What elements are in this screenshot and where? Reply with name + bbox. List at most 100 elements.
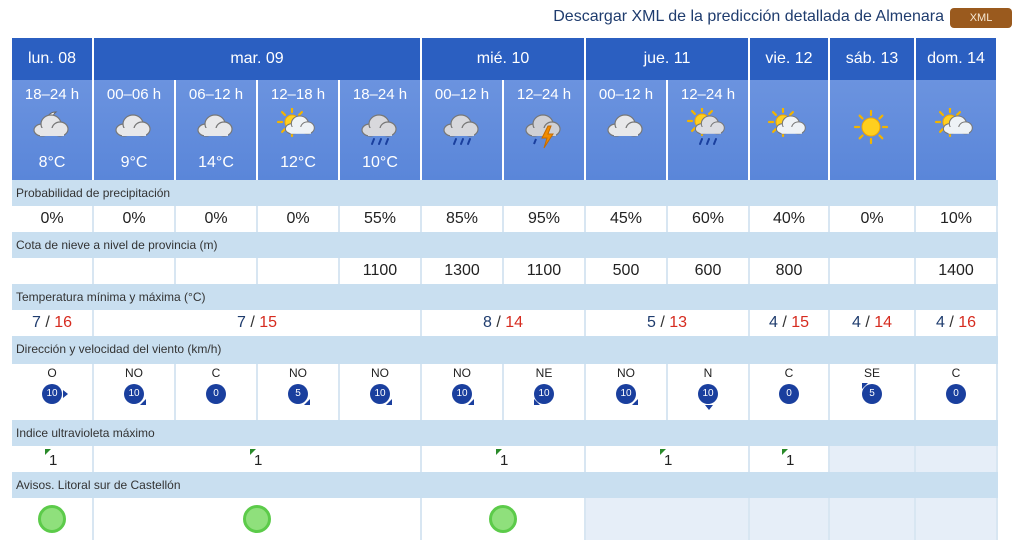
temp-min: 8 [482, 314, 492, 331]
alert-green-icon[interactable] [38, 505, 66, 533]
wind-direction: NO [617, 366, 635, 380]
period-cell: 18–24 h 10°C [340, 80, 422, 180]
snow-value [258, 258, 340, 284]
temp-min-max: 4 / 15 [750, 310, 830, 336]
temp-separator: / [655, 314, 670, 331]
temp-max: 15 [259, 314, 278, 331]
wind-speed-badge: 10 [370, 384, 390, 404]
temp-min-max: 5 / 13 [586, 310, 750, 336]
uv-cell: 1 [750, 446, 830, 472]
period-time: 18–24 h [24, 86, 80, 103]
wind-speed-badge: 10 [124, 384, 144, 404]
wind-speed-badge: 0 [779, 384, 799, 404]
uv-value: 1 [786, 452, 795, 469]
alert-cell [422, 498, 586, 540]
period-cell: 00–06 h 9°C [94, 80, 176, 180]
day-header: jue. 11 [586, 38, 750, 80]
wind-arrow-icon [63, 390, 68, 398]
period-temperature: 10°C [362, 154, 398, 171]
temp-min-max: 8 / 14 [422, 310, 586, 336]
period-cell: 06–12 h 14°C [176, 80, 258, 180]
precip-value: 40% [750, 206, 830, 232]
period-cell: 18–24 h 8°C [12, 80, 94, 180]
wind-arrow-icon [304, 399, 310, 405]
temp-min: 5 [646, 314, 656, 331]
snow-value: 1400 [916, 258, 998, 284]
temp-max: 13 [669, 314, 688, 331]
period-temperature: 8°C [38, 154, 66, 171]
wind-label: Dirección y velocidad del viento (km/h) [12, 336, 998, 364]
wind-speed-badge: 5 [862, 384, 882, 404]
temp-max: 15 [791, 314, 810, 331]
xml-download-link[interactable]: Descargar XML de la predicción detallada… [553, 8, 944, 25]
day-header: lun. 08 [12, 38, 94, 80]
period-time: 06–12 h [188, 86, 244, 103]
day-header: mié. 10 [422, 38, 586, 80]
wind-arrow-icon [632, 399, 638, 405]
alert-cell [12, 498, 94, 540]
precip-value: 0% [176, 206, 258, 232]
temp-min: 4 [935, 314, 945, 331]
period-cell: 12–24 h [668, 80, 750, 180]
period-temperature: 14°C [198, 154, 234, 171]
alerts-label: Avisos. Litoral sur de Castellón [12, 472, 998, 498]
alert-green-icon[interactable] [489, 505, 517, 533]
temp-label: Temperatura mínima y máxima (°C) [12, 284, 998, 310]
wind-direction: NE [535, 366, 553, 380]
wind-cell: NO 10 [586, 364, 668, 420]
uv-label: Indice ultravioleta máximo [12, 420, 998, 446]
xml-download-bar: Descargar XML de la predicción detallada… [0, 0, 1024, 38]
wind-direction: C [211, 366, 221, 380]
snow-value: 1100 [340, 258, 422, 284]
wind-cell: NO 10 [340, 364, 422, 420]
temp-min-max: 7 / 16 [12, 310, 94, 336]
day-header: vie. 12 [750, 38, 830, 80]
xml-button[interactable]: XML [950, 8, 1012, 28]
temp-min: 4 [768, 314, 778, 331]
alert-cell [94, 498, 422, 540]
wind-direction: C [784, 366, 794, 380]
period-cell: 12–24 h [504, 80, 586, 180]
precip-value: 60% [668, 206, 750, 232]
wind-arrow-icon [386, 399, 392, 405]
snow-value: 1300 [422, 258, 504, 284]
period-cell [750, 80, 830, 180]
wind-direction: NO [453, 366, 471, 380]
temp-separator: / [860, 314, 875, 331]
wind-cell: NE 10 [504, 364, 586, 420]
precip-value: 0% [12, 206, 94, 232]
temp-min-max: 4 / 16 [916, 310, 998, 336]
temp-max: 14 [874, 314, 893, 331]
snow-value [94, 258, 176, 284]
alert-green-icon[interactable] [243, 505, 271, 533]
period-time: 00–12 h [598, 86, 654, 103]
precip-label: Probabilidad de precipitación [12, 180, 998, 206]
temp-separator: / [777, 314, 792, 331]
uv-value: 1 [49, 452, 58, 469]
wind-speed-badge: 10 [42, 384, 62, 404]
wind-speed-badge: 0 [206, 384, 226, 404]
wind-direction: C [951, 366, 961, 380]
wind-cell: SE 5 [830, 364, 916, 420]
wind-arrow-icon [468, 399, 474, 405]
uv-flag-icon [782, 449, 788, 455]
wind-direction: NO [125, 366, 143, 380]
wind-direction: O [47, 366, 57, 380]
uv-value: 1 [500, 452, 509, 469]
day-header: sáb. 13 [830, 38, 916, 80]
alert-cell [586, 498, 750, 540]
wind-speed-badge: 0 [946, 384, 966, 404]
period-cell [830, 80, 916, 180]
wind-cell: N 10 [668, 364, 750, 420]
uv-flag-icon [45, 449, 51, 455]
uv-cell: 1 [586, 446, 750, 472]
snow-value: 500 [586, 258, 668, 284]
period-temperature: 9°C [120, 154, 148, 171]
temp-max: 16 [54, 314, 73, 331]
wind-cell: NO 10 [422, 364, 504, 420]
precip-value: 95% [504, 206, 586, 232]
temp-min: 7 [31, 314, 41, 331]
wind-speed-badge: 10 [452, 384, 472, 404]
uv-cell: 1 [12, 446, 94, 472]
